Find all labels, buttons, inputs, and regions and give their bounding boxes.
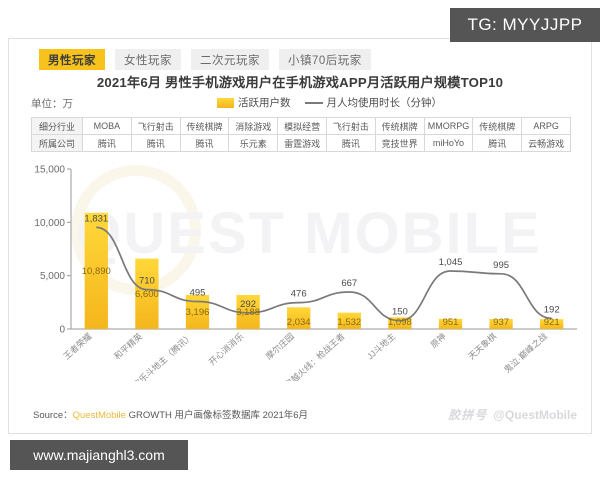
cell-industry-0: MOBA (82, 117, 132, 135)
cell-industry-6: 传统棋牌 (374, 117, 425, 135)
cell-industry-3: 消除游戏 (228, 117, 279, 135)
cell-company-0: 腾讯 (82, 134, 132, 152)
svg-text:3,196: 3,196 (186, 307, 210, 318)
cell-company-5: 腾讯 (325, 134, 376, 152)
svg-text:10,000: 10,000 (34, 218, 65, 229)
tab-female-players[interactable]: 女性玩家 (115, 49, 181, 70)
svg-text:10,890: 10,890 (82, 266, 111, 277)
site-url-watermark: www.majianghl3.com (10, 440, 188, 470)
svg-text:1,098: 1,098 (388, 317, 412, 328)
tab-acg-players[interactable]: 二次元玩家 (191, 49, 269, 70)
cell-company-8: 腾讯 (472, 134, 523, 152)
cell-company-6: 竞技世界 (374, 134, 425, 152)
svg-text:667: 667 (341, 278, 357, 289)
row-header-company: 所属公司 (31, 134, 83, 152)
svg-text:2,034: 2,034 (287, 317, 311, 328)
svg-text:150: 150 (392, 307, 408, 318)
legend-label-active-users: 活跃用户数 (238, 97, 291, 109)
page-title: 2021年6月 男性手机游戏用户在手机游戏APP月活跃用户规模TOP10 (96, 75, 504, 90)
svg-text:476: 476 (291, 289, 307, 300)
line-value-labels: 1,831 710 495 292 476 667 150 1,045 995 192 (84, 213, 559, 317)
row-header-industry: 细分行业 (31, 117, 83, 135)
cell-company-4: 雷霆游戏 (277, 134, 327, 152)
cell-company-3: 乐元素 (228, 134, 279, 152)
cell-company-9: 云畅游戏 (521, 134, 571, 152)
chart-card: 男性玩家 女性玩家 二次元玩家 小镇70后玩家 2021年6月 男性手机游戏用户… (8, 38, 592, 434)
cell-company-7: miHoYo (423, 134, 474, 152)
svg-text:1,831: 1,831 (84, 213, 108, 224)
svg-text:995: 995 (493, 260, 509, 271)
tab-town-70s-players[interactable]: 小镇70后玩家 (279, 49, 371, 70)
source-prefix: Source： (33, 410, 73, 421)
svg-text:710: 710 (139, 276, 155, 287)
svg-text:192: 192 (544, 304, 560, 315)
category-meta-table: 细分行业 MOBA 飞行射击 传统棋牌 消除游戏 模拟经营 飞行射击 传统棋牌 … (31, 117, 571, 152)
chart-legend: 活跃用户数 月人均使用时长（分钟） (217, 95, 442, 110)
y-axis-ticks: 0 5,000 10,000 15,000 (34, 165, 71, 336)
svg-text:1,532: 1,532 (337, 317, 361, 328)
svg-text:0: 0 (59, 325, 65, 336)
unit-label: 单位：万 (31, 98, 73, 110)
svg-text:开心消消乐: 开心消消乐 (206, 330, 246, 367)
table-row: 细分行业 MOBA 飞行射击 传统棋牌 消除游戏 模拟经营 飞行射击 传统棋牌 … (31, 117, 571, 135)
cell-industry-7: MMORPG (423, 117, 474, 135)
source-brand: QuestMobile (72, 410, 126, 421)
svg-text:JJ斗地主: JJ斗地主 (364, 330, 397, 361)
brand-cn-logo: 胶拼号 (448, 408, 488, 422)
svg-text:6,600: 6,600 (135, 289, 159, 300)
source-suffix: GROWTH 用户画像标签数据库 2021年6月 (125, 410, 309, 421)
brand-handle: @QuestMobile (493, 407, 577, 422)
svg-text:15,000: 15,000 (34, 165, 65, 176)
svg-text:292: 292 (240, 299, 256, 310)
legend-line-swatch-icon (304, 101, 323, 104)
svg-text:鬼泣·巅峰之战: 鬼泣·巅峰之战 (501, 330, 549, 375)
svg-text:3,188: 3,188 (236, 307, 260, 318)
cell-industry-5: 飞行射击 (325, 117, 376, 135)
legend-item-active-users: 活跃用户数 (217, 95, 291, 110)
table-row: 所属公司 腾讯 腾讯 腾讯 乐元素 雷霆游戏 腾讯 竞技世界 miHoYo 腾讯… (31, 134, 571, 152)
tg-watermark-badge: TG: MYYJJPP (450, 8, 600, 42)
svg-text:天天象棋: 天天象棋 (466, 330, 499, 361)
legend-bar-swatch-icon (217, 97, 234, 108)
svg-text:王者荣耀: 王者荣耀 (61, 330, 94, 361)
svg-text:951: 951 (443, 317, 459, 328)
audience-tab-bar[interactable]: 男性玩家 女性玩家 二次元玩家 小镇70后玩家 (39, 49, 371, 70)
tab-male-players[interactable]: 男性玩家 (39, 49, 105, 70)
brand-footer: 胶拼号 @QuestMobile (448, 406, 577, 423)
svg-text:1,045: 1,045 (439, 257, 463, 268)
svg-text:摩尔庄园: 摩尔庄园 (263, 330, 296, 361)
svg-text:495: 495 (190, 288, 206, 299)
svg-text:937: 937 (493, 317, 509, 328)
chart-plot-area: QUEST MOBILE 0 5,000 10,000 15,000 1,831 710… (9, 151, 591, 381)
line-series (96, 226, 552, 322)
cell-industry-2: 传统棋牌 (179, 117, 230, 135)
cell-industry-1: 飞行射击 (130, 117, 181, 135)
cell-industry-9: ARPG (521, 117, 571, 135)
svg-text:5,000: 5,000 (40, 271, 65, 282)
svg-text:921: 921 (544, 317, 560, 328)
cell-industry-8: 传统棋牌 (472, 117, 523, 135)
svg-text:原神: 原神 (428, 330, 448, 350)
cell-company-1: 腾讯 (130, 134, 181, 152)
bar-series (84, 212, 564, 329)
bar-value-labels: 10,890 6,600 3,196 3,188 2,034 1,532 1,098 951 9… (82, 266, 560, 328)
source-note: Source：QuestMobile GROWTH 用户画像标签数据库 2021… (33, 407, 308, 421)
svg-text:和平精英: 和平精英 (111, 330, 144, 361)
legend-label-avg-duration: 月人均使用时长（分钟） (326, 97, 443, 109)
cell-industry-4: 模拟经营 (277, 117, 327, 135)
legend-item-avg-duration: 月人均使用时长（分钟） (304, 95, 443, 110)
cell-company-2: 腾讯 (179, 134, 230, 152)
